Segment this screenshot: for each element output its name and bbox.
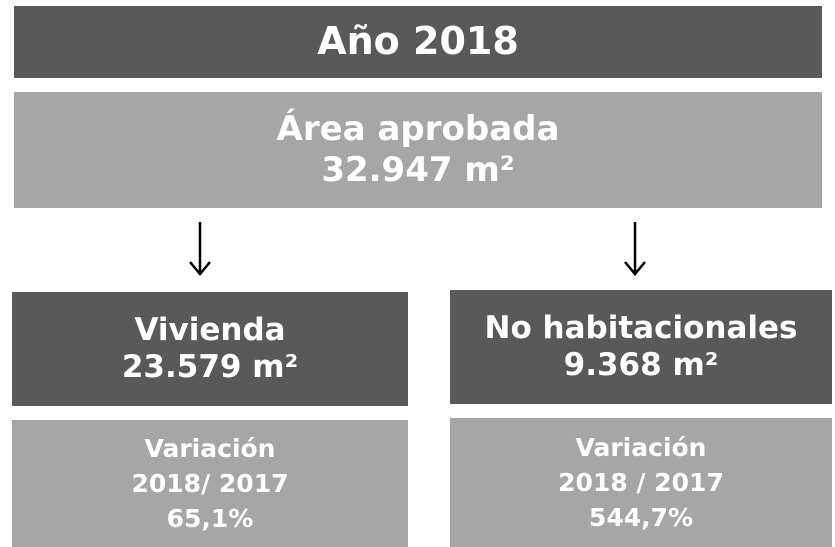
total-box: Área aprobada 32.947 m² [14,92,822,208]
variation-value: 544,7% [588,503,694,532]
total-value: 32.947 m² [321,150,515,190]
branch-value: 23.579 m² [121,349,299,385]
branch-box: No habitacionales 9.368 m² [450,290,832,404]
variation-value: 65,1% [166,504,254,533]
variation-period: 2018 / 2017 [558,468,724,497]
branch-label: No habitacionales [484,309,798,346]
variation-box: Variación 2018/ 2017 65,1% [12,420,408,547]
variation-label: Variación [144,434,276,463]
variation-period: 2018/ 2017 [131,469,289,498]
title: Año 2018 [317,19,519,64]
total-label: Área aprobada [276,109,560,150]
header: Año 2018 [14,6,822,78]
variation-box: Variación 2018 / 2017 544,7% [450,418,832,547]
arrow-right [624,222,646,276]
branch-value: 9.368 m² [563,347,719,383]
variation-label: Variación [575,433,707,462]
branch-label: Vivienda [134,311,286,348]
branch-box: Vivienda 23.579 m² [12,292,408,406]
arrow-left [189,222,211,276]
